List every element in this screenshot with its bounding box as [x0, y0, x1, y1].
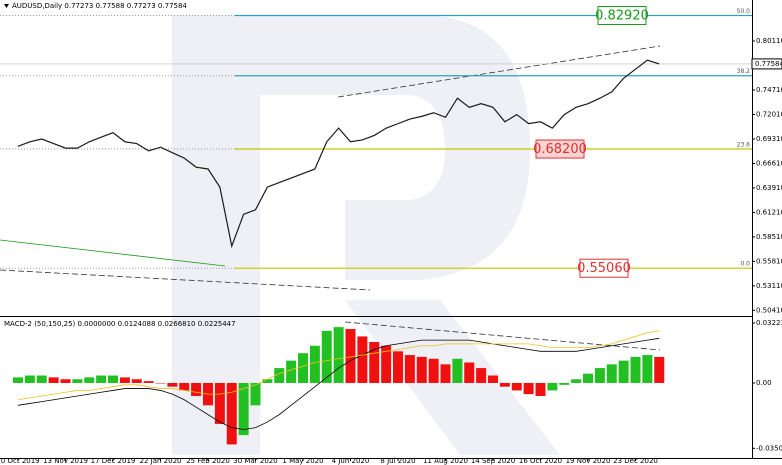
macd-bar [464, 362, 475, 383]
macd-bar [523, 382, 534, 395]
macd-bar [654, 356, 665, 383]
price-line [17, 59, 660, 249]
fib-label: 38.2 [737, 68, 751, 75]
last-price-box [751, 58, 782, 70]
macd-bar [13, 377, 23, 383]
fib-label: 50.0 [737, 8, 751, 15]
trend-line [0, 239, 226, 267]
macd-bar [476, 368, 487, 383]
macd-bar [642, 355, 653, 383]
macd-bar [250, 382, 261, 406]
macd-bar [571, 379, 582, 383]
macd-bar [381, 345, 392, 383]
fib-label: 23.6 [737, 142, 751, 149]
level-box [535, 139, 585, 159]
macd-bar [559, 382, 570, 385]
macd-bar [499, 382, 510, 387]
macd-bar [179, 382, 190, 391]
last-price-label: 0.77584 [755, 60, 782, 68]
indicator-title: MACD-2 (50,150,25) 0.0000000 0.0124088 0… [4, 320, 236, 328]
macd-bar [155, 382, 166, 384]
macd-bar [143, 381, 154, 383]
macd-bar [36, 375, 47, 383]
menu-arrow[interactable] [4, 4, 9, 8]
level-label: 0.55060 [577, 261, 631, 276]
macd-bar [630, 356, 641, 383]
macd-bar [274, 368, 285, 383]
chart-header: AUDUSD,Daily 0.77273 0.77588 0.77273 0.7… [12, 2, 187, 10]
macd-bar [416, 356, 427, 383]
macd-bar [167, 382, 178, 387]
macd-bar [72, 379, 83, 383]
watermark [172, 15, 560, 455]
macd-bar [131, 379, 142, 383]
macd-bar [511, 382, 522, 391]
level-box [579, 258, 629, 278]
macd-bar [357, 336, 368, 383]
macd-bar [369, 342, 380, 383]
macd-bar [214, 382, 225, 424]
macd-bar [428, 358, 439, 383]
x-tick-label: 10 Oct 2019 [0, 457, 40, 465]
y-tick-label: 0.50410 [756, 306, 782, 314]
y-tick-label: 0.032212 [756, 319, 782, 327]
macd-bar [108, 375, 118, 383]
macd-bar [286, 360, 297, 383]
macd-bar [440, 364, 451, 383]
macd-bar [618, 360, 629, 383]
macd-line [17, 337, 660, 430]
macd-bar [24, 375, 35, 383]
macd-bar [96, 375, 107, 383]
macd-bar [48, 377, 59, 383]
macd-bar [226, 382, 237, 445]
macd-bar [452, 358, 463, 383]
fib-label: 0.0 [740, 261, 750, 268]
macd-bar [309, 345, 320, 383]
level-box [597, 6, 647, 26]
macd-bar [262, 379, 273, 383]
macd-bar [594, 368, 605, 383]
trend-line [0, 269, 371, 291]
y-tick-label: -0.035094 [756, 444, 782, 452]
macd-bar [583, 373, 593, 383]
macd-bar [191, 382, 202, 397]
macd-bar [60, 379, 71, 383]
macd-bar [404, 355, 415, 383]
macd-bar [488, 375, 498, 383]
trend-line [344, 321, 661, 351]
macd-bar [547, 382, 558, 391]
macd-bar [321, 330, 332, 383]
macd-bar [333, 327, 344, 383]
trend-line [337, 45, 661, 98]
macd-bar [298, 353, 308, 383]
macd-bar [535, 382, 546, 397]
macd-bar [393, 351, 403, 383]
level-label: 0.82920 [595, 9, 649, 24]
macd-bar [238, 382, 249, 436]
macd-line [17, 330, 660, 401]
level-label: 0.68200 [533, 142, 587, 157]
macd-bar [606, 364, 617, 383]
y-tick-label: 0.00 [756, 379, 772, 387]
macd-bar [119, 377, 130, 383]
macd-bar [84, 377, 95, 383]
macd-bar [345, 328, 356, 383]
